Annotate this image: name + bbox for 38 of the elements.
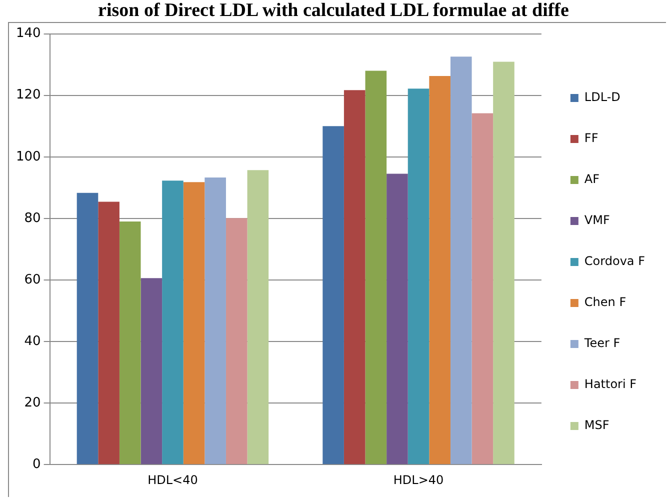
y-tick-label: 20	[24, 395, 41, 410]
bar	[408, 88, 430, 464]
legend-label: AF	[584, 172, 600, 186]
bar	[204, 178, 226, 464]
bar	[183, 182, 205, 464]
bar	[365, 70, 387, 464]
y-tick-label: 80	[24, 210, 41, 226]
y-tick-label: 140	[16, 26, 41, 42]
legend-label: Chen F	[584, 295, 626, 310]
bar	[429, 76, 450, 464]
y-tick-label: 60	[24, 272, 41, 288]
bar	[247, 170, 269, 464]
y-tick-label: 120	[16, 88, 41, 103]
x-tick-label: HDL>40	[393, 472, 444, 487]
y-tick-label: 100	[16, 149, 41, 164]
bar	[140, 278, 162, 464]
bar	[98, 202, 120, 464]
bar	[322, 126, 344, 464]
bar	[493, 62, 514, 464]
bar	[76, 192, 98, 464]
chart-title: rison of Direct LDL with calculated LDL formulae at diffe	[97, 0, 570, 22]
bar	[386, 174, 408, 464]
bar	[344, 90, 366, 464]
legend-label: MSF	[584, 418, 610, 432]
legend-label: Teer F	[583, 336, 620, 350]
bar	[226, 218, 248, 464]
legend-label: Cordova F	[584, 254, 646, 268]
legend-label: Hattori F	[584, 377, 637, 392]
x-tick-label: HDL<40	[148, 472, 198, 487]
legend-label: LDL-D	[584, 90, 620, 104]
y-tick-label: 40	[24, 334, 41, 349]
bar	[472, 113, 494, 464]
y-tick-label: 0	[32, 456, 41, 472]
bar	[119, 222, 141, 464]
bar	[162, 180, 184, 464]
legend-label: VMF	[584, 213, 610, 228]
bar	[450, 56, 472, 464]
legend-label: FF	[584, 131, 598, 146]
